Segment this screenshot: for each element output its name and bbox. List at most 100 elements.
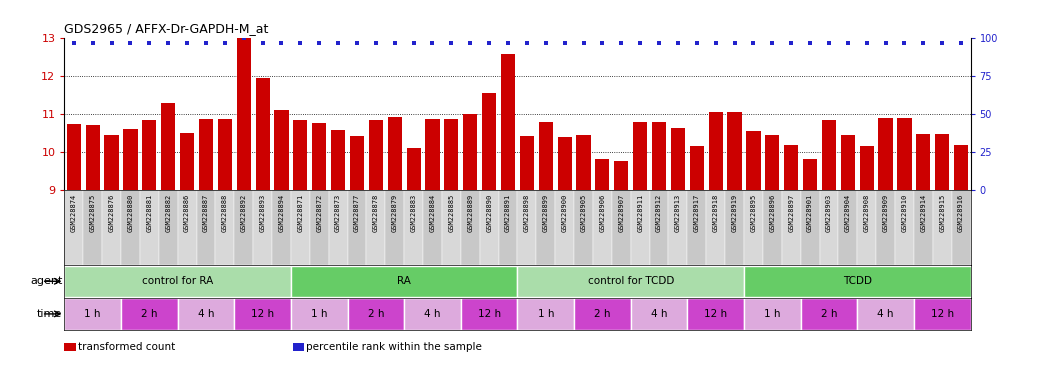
Text: GSM228876: GSM228876 <box>109 194 114 232</box>
Bar <box>800 190 820 265</box>
Bar <box>426 119 439 190</box>
Bar <box>463 114 477 190</box>
Text: GSM228908: GSM228908 <box>864 194 870 232</box>
Bar <box>857 298 913 329</box>
Bar <box>822 120 836 190</box>
Text: 12 h: 12 h <box>704 309 728 319</box>
Bar <box>898 118 911 190</box>
Bar <box>706 190 726 265</box>
Bar <box>102 190 121 265</box>
Text: 12 h: 12 h <box>477 309 500 319</box>
Bar <box>482 93 496 190</box>
Bar <box>480 190 498 265</box>
Text: control for TCDD: control for TCDD <box>588 276 674 286</box>
Bar <box>709 112 722 190</box>
Bar <box>744 190 763 265</box>
Bar <box>199 119 213 190</box>
Bar <box>803 159 817 190</box>
Text: GSM228891: GSM228891 <box>506 194 511 232</box>
Bar <box>611 190 631 265</box>
Bar <box>820 190 839 265</box>
Bar <box>291 190 309 265</box>
Text: 2 h: 2 h <box>367 309 384 319</box>
Text: GSM228878: GSM228878 <box>373 194 379 232</box>
Text: GSM228883: GSM228883 <box>411 194 416 232</box>
Bar <box>687 298 744 329</box>
Text: GSM228877: GSM228877 <box>354 194 360 232</box>
Text: time: time <box>37 309 62 319</box>
Text: GSM228917: GSM228917 <box>693 194 700 232</box>
Bar <box>66 124 81 190</box>
Text: GSM228889: GSM228889 <box>467 194 473 232</box>
Bar <box>177 298 235 329</box>
Bar <box>348 298 404 329</box>
Bar <box>235 298 291 329</box>
Bar <box>424 190 442 265</box>
Bar <box>878 118 893 190</box>
Text: GSM228909: GSM228909 <box>882 194 889 232</box>
Bar <box>671 127 685 190</box>
Bar <box>121 298 177 329</box>
Text: 1 h: 1 h <box>84 309 101 319</box>
Bar <box>407 148 420 190</box>
Text: 4 h: 4 h <box>197 309 214 319</box>
Bar <box>652 122 666 190</box>
Bar <box>350 136 364 190</box>
Bar <box>668 190 687 265</box>
Bar <box>272 190 291 265</box>
Bar <box>255 78 270 190</box>
Text: GSM228918: GSM228918 <box>713 194 718 232</box>
Bar <box>309 190 329 265</box>
Bar <box>574 190 593 265</box>
Text: GSM228894: GSM228894 <box>278 194 284 232</box>
Bar <box>933 190 952 265</box>
Bar <box>442 190 461 265</box>
Text: GSM228904: GSM228904 <box>845 194 851 232</box>
Bar <box>64 266 291 297</box>
Text: GSM228911: GSM228911 <box>637 194 644 232</box>
Text: GSM228919: GSM228919 <box>732 194 738 232</box>
Text: GSM228885: GSM228885 <box>448 194 455 232</box>
Text: 4 h: 4 h <box>651 309 667 319</box>
Bar <box>954 145 968 190</box>
Text: GSM228906: GSM228906 <box>599 194 605 232</box>
Text: 4 h: 4 h <box>425 309 441 319</box>
Bar <box>728 112 741 190</box>
Bar <box>237 35 251 190</box>
Text: GSM228879: GSM228879 <box>391 194 398 232</box>
Bar <box>253 190 272 265</box>
Text: GSM228903: GSM228903 <box>826 194 831 232</box>
Bar <box>404 190 424 265</box>
Bar <box>876 190 895 265</box>
Bar <box>593 190 611 265</box>
Bar <box>687 190 706 265</box>
Text: agent: agent <box>30 276 62 286</box>
Bar <box>64 190 83 265</box>
Bar <box>689 146 704 190</box>
Bar <box>839 190 857 265</box>
Bar <box>368 120 383 190</box>
Bar <box>859 146 874 190</box>
Bar <box>180 133 194 190</box>
Text: 4 h: 4 h <box>877 309 894 319</box>
Bar <box>913 298 971 329</box>
Text: GSM228871: GSM228871 <box>297 194 303 232</box>
Text: RA: RA <box>398 276 411 286</box>
Text: GSM228912: GSM228912 <box>656 194 662 232</box>
Text: GSM228882: GSM228882 <box>165 194 171 232</box>
Bar <box>596 159 609 190</box>
Bar <box>574 298 631 329</box>
Text: GSM228895: GSM228895 <box>750 194 757 232</box>
Text: GSM228910: GSM228910 <box>901 194 907 232</box>
Bar <box>517 190 537 265</box>
Bar <box>744 298 800 329</box>
Bar <box>765 135 780 190</box>
Bar <box>746 131 761 190</box>
Text: GSM228900: GSM228900 <box>562 194 568 232</box>
Text: GSM228892: GSM228892 <box>241 194 247 232</box>
Bar <box>348 190 366 265</box>
Text: 1 h: 1 h <box>764 309 781 319</box>
Bar <box>121 190 140 265</box>
Bar <box>841 135 855 190</box>
Bar <box>917 134 930 190</box>
